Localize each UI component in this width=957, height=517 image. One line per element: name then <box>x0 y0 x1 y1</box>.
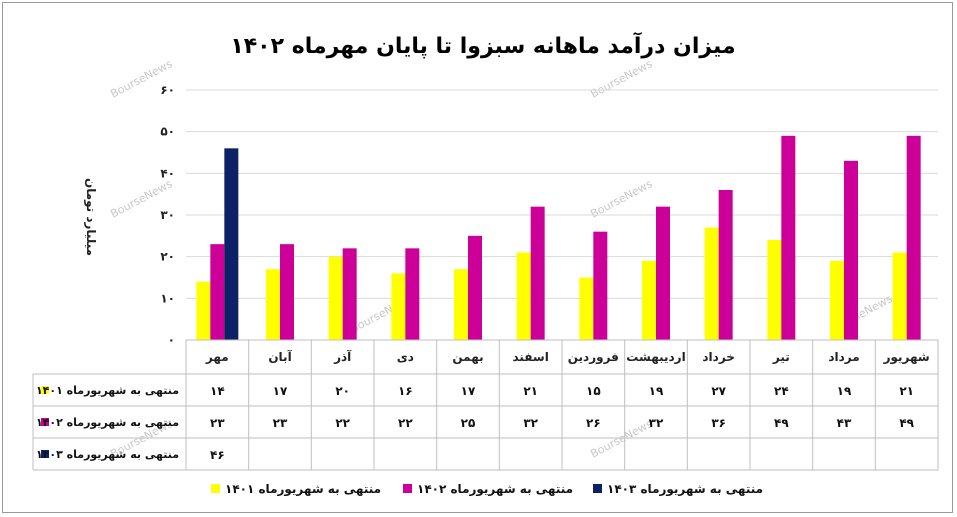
table-row-label: منتهی به شهریورماه ۱۴۰۳ <box>36 448 179 461</box>
bar-1-3 <box>328 256 343 340</box>
table-row-label: منتهی به شهریورماه ۱۴۰۲ <box>36 416 179 429</box>
data-label: ۱۹ <box>649 384 664 398</box>
data-label: ۲۳ <box>273 416 288 430</box>
category-label: خرداد <box>702 350 735 364</box>
data-label: ۱۴ <box>210 384 225 398</box>
data-label: ۲۱ <box>523 384 538 398</box>
bars-group <box>196 135 921 340</box>
y-tick-label: ۳۰ <box>160 208 175 222</box>
data-label: ۲۲ <box>398 416 413 430</box>
bar-1-11 <box>830 260 844 340</box>
data-label: ۴۶ <box>210 448 225 462</box>
bar-1-6 <box>516 252 531 340</box>
legend-swatch <box>403 484 412 493</box>
bar-1-4 <box>391 273 406 340</box>
bar-2-3 <box>342 248 357 340</box>
bar-1-1 <box>196 281 211 340</box>
bar-1-5 <box>454 269 468 340</box>
data-table: مهر آبان آذر دی بهمن اسفند فروردین اردیبهشت خردا… <box>32 339 939 471</box>
data-label: ۱۹ <box>837 384 852 398</box>
data-label: ۴۳ <box>837 416 852 430</box>
bar-2-4 <box>405 248 420 340</box>
category-label: فروردین <box>568 350 619 365</box>
legend-label: منتهی به شهریورماه ۱۴۰۲ <box>417 482 573 497</box>
y-tick-label: ۰ <box>168 333 175 347</box>
data-label: ۳۲ <box>649 416 664 430</box>
y-tick-label: ۲۰ <box>160 250 175 264</box>
legend-swatch <box>593 484 602 493</box>
y-tick-label: ۱۰ <box>160 291 175 305</box>
table-legend-swatch <box>41 418 49 426</box>
table-legend-swatch <box>41 386 49 394</box>
data-label: ۱۵ <box>586 384 601 398</box>
legend-swatch <box>211 484 220 493</box>
data-label: ۴۹ <box>774 416 789 430</box>
data-label: ۲۲ <box>335 416 350 430</box>
y-tick-label: ۶۰ <box>160 83 175 97</box>
legend: منتهی به شهریورماه ۱۴۰۱ منتهی به شهریورما… <box>211 482 763 497</box>
data-label: ۴۹ <box>899 416 914 430</box>
bar-2-2 <box>280 244 294 340</box>
category-label: تیر <box>772 350 790 364</box>
data-label: ۲۳ <box>210 416 225 430</box>
bar-1-8 <box>642 260 656 340</box>
category-label: اسفند <box>512 350 548 364</box>
y-axis-ticks: ۰ ۱۰ ۲۰ ۳۰ ۴۰ ۵۰ ۶۰ <box>160 83 175 347</box>
data-label: ۲۴ <box>774 384 789 398</box>
bar-1-2 <box>266 269 280 340</box>
bar-1-7 <box>579 277 594 340</box>
watermark-text: BourseNews <box>588 177 654 221</box>
gridlines <box>186 89 938 341</box>
data-label: ۲۱ <box>899 384 914 398</box>
y-axis-label: میلیارد تومان <box>83 178 98 256</box>
bar-1-12 <box>892 252 907 340</box>
category-label: بهمن <box>452 350 483 364</box>
category-label: مرداد <box>828 350 859 364</box>
data-label: ۱۷ <box>461 384 476 398</box>
category-label: مهر <box>205 350 229 364</box>
bar-2-12 <box>906 135 921 340</box>
category-label: آذر <box>333 349 352 364</box>
data-label: ۲۶ <box>586 416 601 430</box>
data-label: ۱۷ <box>273 384 288 398</box>
category-label: آبان <box>268 349 292 364</box>
bar-2-6 <box>530 206 545 340</box>
bar-1-10 <box>767 240 782 340</box>
legend-label: منتهی به شهریورماه ۱۴۰۱ <box>225 482 381 497</box>
bar-1-9 <box>704 227 719 340</box>
data-label: ۲۵ <box>461 416 476 430</box>
bar-2-5 <box>468 235 482 340</box>
bar-2-8 <box>656 206 670 340</box>
table-legend-swatch <box>41 450 49 458</box>
data-label: ۱۶ <box>398 384 413 398</box>
category-label: اردیبهشت <box>626 350 685 364</box>
y-tick-label: ۴۰ <box>160 166 175 180</box>
data-label: ۳۶ <box>711 416 726 430</box>
bar-2-9 <box>718 190 733 340</box>
bar-2-11 <box>844 160 858 340</box>
bar-2-1 <box>210 244 225 340</box>
legend-label: منتهی به شهریورماه ۱۴۰۳ <box>607 482 763 497</box>
y-tick-label: ۵۰ <box>160 125 175 139</box>
watermark-text: BourseNews <box>588 57 654 101</box>
bar-chart: BourseNewsBourseNewsBourseNewsBourseNews… <box>32 31 939 497</box>
bar-3-1 <box>224 148 239 340</box>
bar-2-10 <box>781 135 796 340</box>
category-label: شهریور <box>883 350 930 365</box>
data-label: ۲۰ <box>335 384 350 398</box>
bar-2-7 <box>593 231 608 340</box>
chart-title: میزان درآمد ماهانه سبزوا تا پایان مهرماه… <box>230 31 735 59</box>
data-label: ۳۲ <box>523 416 538 430</box>
category-label: دی <box>397 350 414 364</box>
data-label: ۲۷ <box>711 384 726 398</box>
table-row-label: منتهی به شهریورماه ۱۴۰۱ <box>36 384 179 397</box>
